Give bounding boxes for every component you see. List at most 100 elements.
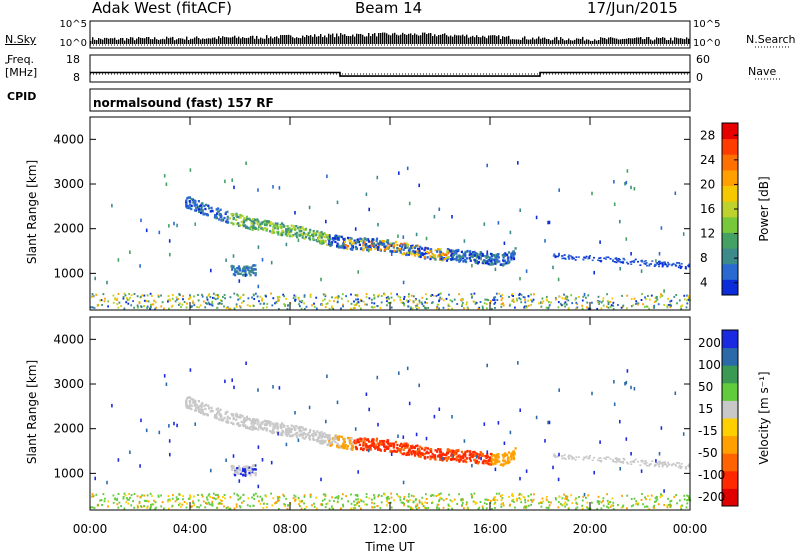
power-cell: [489, 300, 492, 302]
velocity-cell: [318, 440, 321, 443]
power-cell: [496, 261, 499, 264]
power-cell: [661, 294, 664, 297]
power-cell: [436, 255, 440, 258]
power-cell: [290, 229, 293, 232]
velocity-cell: [379, 506, 382, 509]
velocity-cell: [376, 448, 380, 451]
velocity-cell: [324, 495, 327, 498]
velocity-cell: [408, 493, 410, 496]
power-cell: [298, 300, 301, 303]
velocity-cell: [421, 503, 424, 506]
power-cell: [302, 228, 305, 231]
power-cell: [390, 244, 393, 247]
velocity-cell: [459, 458, 462, 461]
power-cell: [248, 227, 251, 230]
power-cell: [321, 233, 325, 236]
power-cell: [395, 250, 398, 253]
power-cell: [519, 276, 521, 281]
velocity-cell: [303, 495, 306, 498]
power-cell: [677, 266, 680, 269]
nsky-mark: [252, 35, 254, 44]
power-cell: [136, 306, 139, 309]
power-cell: [117, 306, 120, 309]
power-cell: [679, 267, 682, 270]
power-cell: [250, 220, 253, 223]
velocity-cell: [680, 507, 683, 510]
velocity-cell: [675, 465, 678, 467]
power-cell: [486, 253, 489, 256]
power-colorbar-swatch: [722, 232, 738, 249]
nsky-mark: [168, 38, 170, 44]
nsky-mark: [206, 38, 208, 44]
velocity-cell: [517, 361, 519, 365]
velocity-cell: [313, 505, 316, 508]
velocity-cell: [198, 410, 201, 413]
power-cell: [413, 250, 417, 253]
velocity-cbar-label: -100: [698, 468, 725, 482]
power-cell: [204, 207, 207, 211]
power-cell: [337, 297, 339, 300]
noise-ytick-left: 10^0: [60, 38, 87, 49]
velocity-cell: [225, 458, 227, 462]
nsky-mark: [616, 38, 618, 44]
velocity-cell: [358, 501, 361, 504]
velocity-cell: [277, 432, 279, 436]
velocity-cell: [191, 398, 194, 401]
velocity-cell: [500, 505, 503, 508]
power-cell: [355, 298, 357, 301]
velocity-cell: [348, 438, 351, 441]
nsky-mark: [464, 36, 466, 44]
nsky-mark: [166, 36, 168, 44]
power-cell: [242, 273, 245, 277]
velocity-cell: [277, 499, 279, 502]
velocity-cell: [386, 442, 389, 445]
velocity-cell: [219, 413, 222, 416]
power-cell: [602, 304, 605, 307]
velocity-cell: [445, 456, 448, 460]
power-cell: [487, 299, 490, 302]
power-cell: [129, 250, 131, 254]
velocity-cell: [511, 493, 514, 495]
power-cell: [493, 303, 496, 305]
velocity-cell: [512, 457, 516, 461]
nsky-mark: [280, 35, 282, 44]
velocity-cell: [445, 497, 448, 500]
velocity-cell: [352, 507, 355, 510]
freq-panel-frame: [89, 54, 691, 83]
power-cell: [600, 307, 603, 310]
power-cell: [547, 220, 549, 225]
power-cell: [117, 258, 120, 262]
velocity-cell: [337, 444, 340, 447]
power-cell: [92, 295, 94, 298]
velocity-cell: [350, 502, 353, 505]
velocity-cell: [237, 494, 240, 497]
power-cell: [627, 262, 630, 265]
nsky-mark: [668, 40, 670, 44]
power-cell: [505, 262, 508, 265]
power-cell: [377, 222, 379, 227]
power-cell: [578, 296, 580, 298]
velocity-cell: [427, 506, 429, 509]
velocity-cell: [343, 437, 346, 441]
velocity-cell: [501, 454, 504, 457]
velocity-cell: [487, 462, 490, 466]
velocity-cell: [512, 498, 515, 501]
velocity-cell: [426, 456, 429, 459]
velocity-cell: [256, 419, 259, 422]
nsky-mark: [210, 38, 212, 44]
velocity-cell: [130, 494, 133, 497]
power-cell: [585, 255, 588, 258]
velocity-cell: [533, 493, 535, 496]
velocity-cell: [523, 505, 526, 508]
velocity-cell: [201, 408, 204, 412]
velocity-cell: [300, 432, 303, 436]
power-cell: [192, 201, 195, 204]
nsky-mark: [504, 36, 506, 44]
velocity-cell: [189, 368, 192, 372]
power-cell: [252, 224, 255, 227]
power-cell: [588, 256, 591, 258]
velocity-cell: [181, 503, 184, 506]
velocity-cell: [316, 430, 319, 433]
power-cell: [93, 307, 96, 310]
velocity-cell: [344, 444, 347, 447]
